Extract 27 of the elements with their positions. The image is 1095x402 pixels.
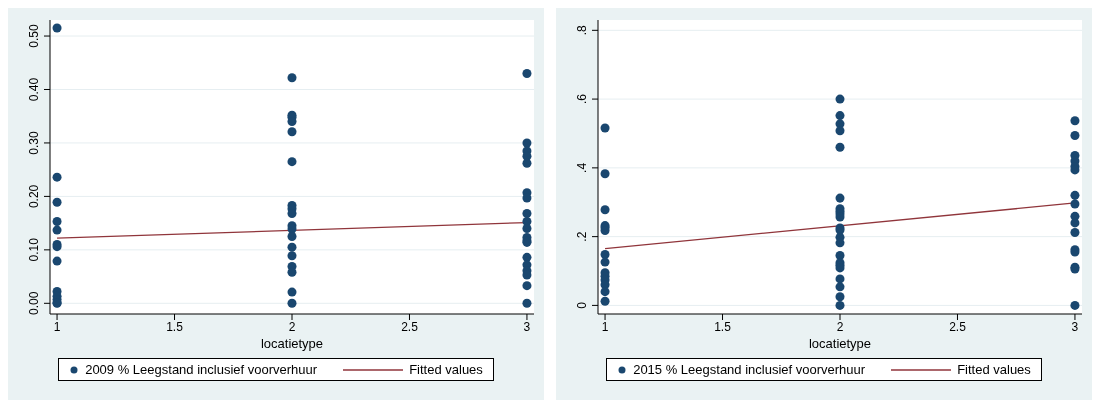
y-tick-label: .8 (575, 24, 589, 36)
x-tick-label: 2.5 (401, 319, 419, 334)
y-tick-label: .6 (575, 93, 589, 105)
y-tick-label: 0.10 (27, 237, 41, 262)
y-tick-label: .2 (575, 231, 589, 242)
y-tick-label: 0.50 (27, 24, 41, 48)
x-tick-label: 1.5 (714, 319, 732, 334)
x-axis-title: locatietype (260, 336, 324, 351)
x-tick-label: 1.5 (166, 319, 184, 334)
legend-label: Fitted values (957, 362, 1031, 377)
x-tick-label: 3 (523, 319, 531, 334)
legend-label: 2009 % Leegstand inclusief voorverhuur (85, 362, 318, 377)
x-tick-label: 2 (288, 319, 296, 334)
y-tick-label: 0 (575, 301, 589, 309)
y-tick-label: 0.20 (27, 184, 41, 209)
y-tick-label: .4 (575, 162, 589, 173)
x-tick-label: 3 (1071, 319, 1079, 334)
legend-label: 2015 % Leegstand inclusief voorverhuur (633, 362, 866, 377)
y-tick-label: 0.00 (27, 291, 41, 315)
x-tick-label: 2 (836, 319, 844, 334)
legend-label: Fitted values (409, 362, 483, 377)
y-tick-label: 0.30 (27, 130, 41, 155)
y-tick-label: 0.40 (27, 77, 41, 102)
x-tick-label: 1 (601, 319, 609, 334)
x-axis-title: locatietype (808, 336, 872, 351)
x-tick-label: 1 (53, 319, 61, 334)
x-tick-label: 2.5 (949, 319, 967, 334)
